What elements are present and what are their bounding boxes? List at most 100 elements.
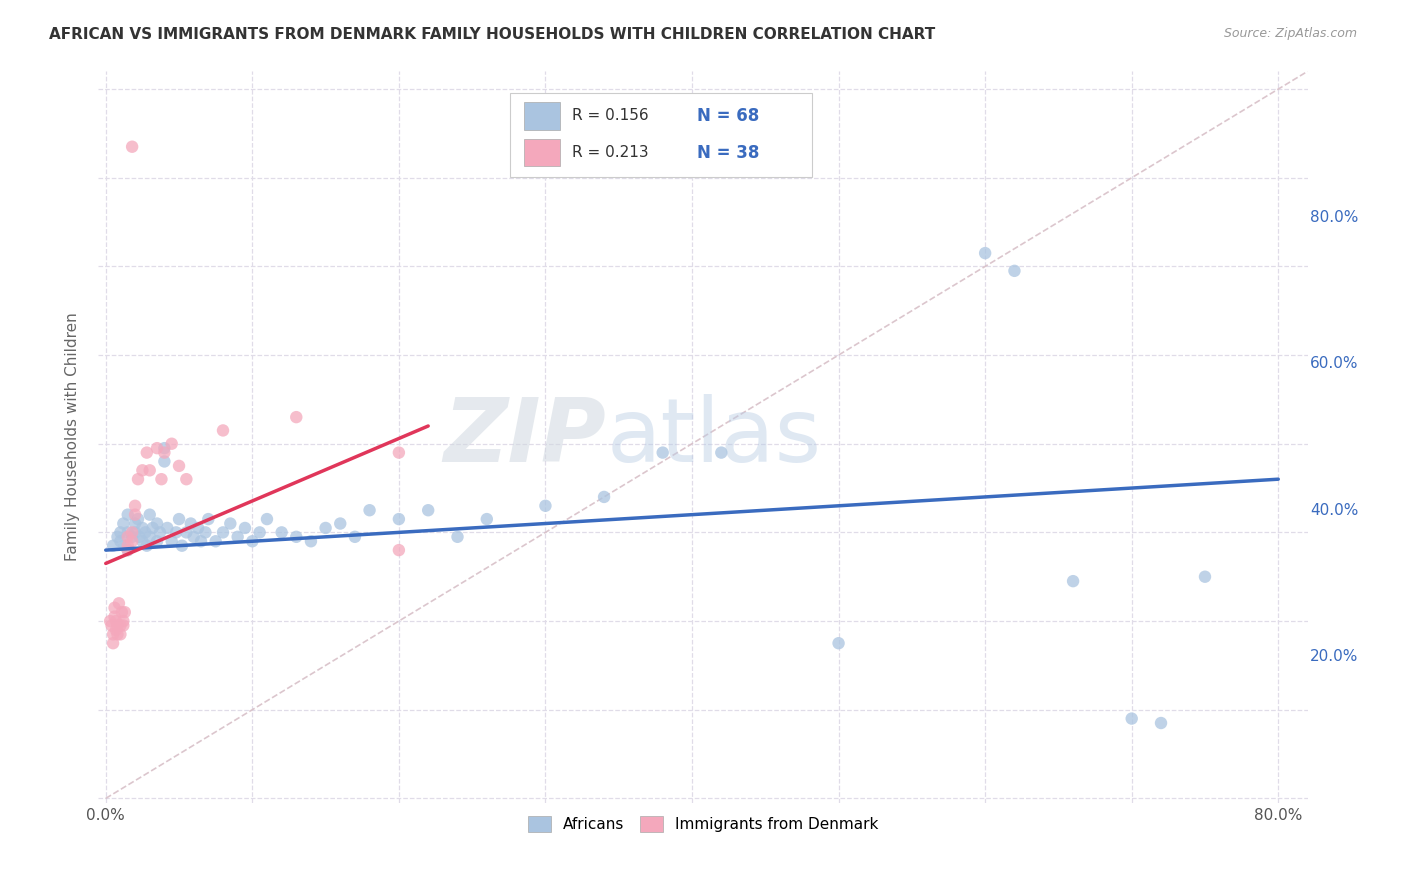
- Point: [710, 445, 733, 459]
- Point: [101, 636, 124, 650]
- Text: 60.0%: 60.0%: [1310, 357, 1358, 371]
- Point: [388, 543, 411, 558]
- Point: [1194, 570, 1216, 584]
- Point: [124, 525, 146, 540]
- Point: [108, 596, 131, 610]
- Point: [121, 139, 143, 153]
- Point: [446, 530, 468, 544]
- Point: [388, 512, 411, 526]
- Point: [124, 516, 146, 531]
- Point: [117, 530, 139, 544]
- Point: [270, 525, 292, 540]
- Point: [100, 618, 122, 632]
- Point: [110, 525, 132, 540]
- Point: [142, 521, 165, 535]
- Point: [190, 534, 212, 549]
- Point: [107, 618, 129, 632]
- Point: [138, 508, 160, 522]
- FancyBboxPatch shape: [509, 94, 811, 178]
- Point: [149, 525, 172, 540]
- Point: [388, 445, 411, 459]
- Point: [183, 530, 205, 544]
- Point: [117, 543, 139, 558]
- Point: [219, 516, 242, 531]
- Point: [127, 472, 149, 486]
- Point: [329, 516, 352, 531]
- Point: [160, 436, 183, 450]
- Point: [117, 543, 139, 558]
- Point: [153, 445, 176, 459]
- Point: [114, 539, 136, 553]
- Point: [127, 512, 149, 526]
- Point: [153, 454, 176, 468]
- Point: [187, 521, 209, 535]
- Point: [111, 605, 134, 619]
- Point: [233, 521, 256, 535]
- Point: [124, 508, 146, 522]
- Point: [131, 534, 153, 549]
- Point: [153, 441, 176, 455]
- Point: [160, 534, 183, 549]
- Point: [167, 512, 190, 526]
- Point: [593, 490, 616, 504]
- Point: [146, 516, 169, 531]
- Point: [135, 539, 157, 553]
- Point: [240, 534, 263, 549]
- Point: [475, 512, 498, 526]
- Point: [117, 525, 139, 540]
- Text: ZIP: ZIP: [443, 393, 606, 481]
- Point: [131, 463, 153, 477]
- Point: [176, 525, 198, 540]
- Text: 20.0%: 20.0%: [1310, 649, 1358, 664]
- Point: [103, 609, 125, 624]
- Point: [176, 472, 198, 486]
- Point: [249, 525, 271, 540]
- Point: [167, 458, 190, 473]
- Point: [107, 627, 129, 641]
- Point: [134, 525, 156, 540]
- Point: [212, 424, 235, 438]
- Point: [131, 521, 153, 535]
- Point: [138, 463, 160, 477]
- Point: [534, 499, 557, 513]
- Point: [107, 530, 129, 544]
- Text: R = 0.213: R = 0.213: [572, 145, 650, 160]
- Point: [359, 503, 381, 517]
- Point: [165, 525, 187, 540]
- Point: [180, 516, 202, 531]
- Point: [121, 530, 143, 544]
- Point: [121, 534, 143, 549]
- Point: [146, 534, 169, 549]
- Point: [226, 530, 249, 544]
- Point: [1062, 574, 1084, 589]
- Text: N = 38: N = 38: [697, 144, 759, 161]
- Text: 80.0%: 80.0%: [1310, 211, 1358, 225]
- Point: [1121, 712, 1143, 726]
- FancyBboxPatch shape: [524, 138, 561, 167]
- Point: [204, 534, 226, 549]
- Point: [124, 499, 146, 513]
- Point: [150, 472, 173, 486]
- Point: [343, 530, 366, 544]
- Y-axis label: Family Households with Children: Family Households with Children: [65, 313, 80, 561]
- FancyBboxPatch shape: [524, 102, 561, 130]
- Point: [114, 605, 136, 619]
- Point: [98, 614, 121, 628]
- Point: [827, 636, 849, 650]
- Text: atlas: atlas: [606, 393, 821, 481]
- Point: [418, 503, 440, 517]
- Text: Source: ZipAtlas.com: Source: ZipAtlas.com: [1223, 27, 1357, 40]
- Point: [1004, 264, 1026, 278]
- Point: [110, 627, 132, 641]
- Point: [112, 614, 135, 628]
- Legend: Africans, Immigrants from Denmark: Africans, Immigrants from Denmark: [517, 805, 889, 843]
- Text: R = 0.156: R = 0.156: [572, 109, 650, 123]
- Point: [110, 534, 132, 549]
- Point: [117, 508, 139, 522]
- Point: [146, 441, 169, 455]
- Point: [299, 534, 322, 549]
- Point: [112, 516, 135, 531]
- Point: [105, 623, 128, 637]
- Text: N = 68: N = 68: [697, 107, 759, 125]
- Point: [315, 521, 337, 535]
